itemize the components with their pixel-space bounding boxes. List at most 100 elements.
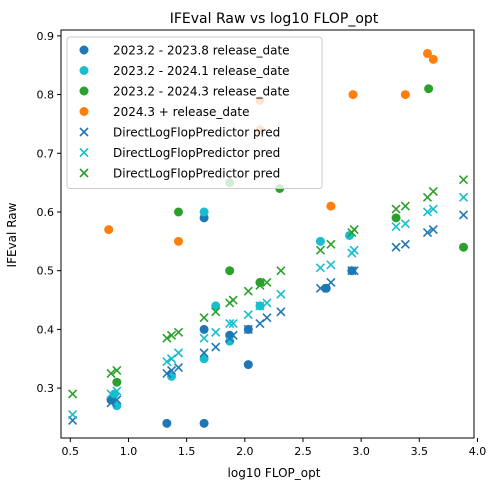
prediction-point bbox=[315, 283, 325, 293]
legend-marker bbox=[79, 147, 89, 158]
y-tick-label: 0.4 bbox=[37, 323, 55, 336]
legend-marker bbox=[79, 45, 89, 55]
series-5 bbox=[68, 192, 469, 420]
x-tick-label: 1.0 bbox=[120, 445, 138, 458]
x-tick-label: 3.0 bbox=[352, 445, 370, 458]
data-point bbox=[199, 354, 209, 364]
x-tick-label: 2.5 bbox=[294, 445, 312, 458]
legend-label: 2023.2 - 2023.8 release_date bbox=[113, 44, 290, 58]
legend-marker bbox=[79, 86, 89, 96]
data-point bbox=[199, 418, 209, 428]
prediction-point bbox=[326, 260, 336, 270]
series-1 bbox=[110, 207, 355, 411]
prediction-point bbox=[276, 266, 286, 276]
legend: 2023.2 - 2023.8 release_date 2023.2 - 202… bbox=[66, 36, 323, 189]
prediction-point bbox=[391, 204, 401, 214]
prediction-point bbox=[228, 330, 238, 340]
x-tick-label: 4.0 bbox=[469, 445, 487, 458]
y-axis-label: IFEval Raw bbox=[5, 202, 19, 267]
prediction-point bbox=[458, 175, 469, 185]
prediction-point bbox=[400, 219, 410, 229]
prediction-point bbox=[276, 289, 286, 299]
legend-marker bbox=[79, 107, 89, 116]
data-point bbox=[225, 336, 235, 346]
prediction-point bbox=[349, 266, 359, 276]
prediction-point bbox=[458, 210, 469, 220]
series-4 bbox=[68, 210, 469, 425]
x-tick-label: 0.5 bbox=[62, 445, 80, 458]
data-point bbox=[243, 360, 253, 370]
legend-marker bbox=[79, 168, 89, 178]
data-point bbox=[225, 266, 235, 276]
data-point bbox=[112, 377, 122, 387]
prediction-point bbox=[173, 362, 184, 373]
prediction-point bbox=[315, 263, 325, 273]
prediction-point bbox=[400, 201, 410, 211]
prediction-point bbox=[228, 318, 238, 329]
data-point bbox=[391, 213, 401, 223]
prediction-point bbox=[243, 286, 253, 296]
prediction-point bbox=[162, 357, 172, 367]
data-point bbox=[424, 84, 434, 94]
data-point bbox=[174, 207, 184, 217]
data-point bbox=[104, 225, 114, 235]
prediction-point bbox=[349, 245, 359, 255]
prediction-point bbox=[173, 327, 184, 337]
data-point bbox=[315, 236, 325, 246]
prediction-point bbox=[347, 266, 357, 276]
prediction-point bbox=[199, 333, 209, 343]
prediction-point bbox=[255, 301, 265, 311]
y-tick-label: 0.8 bbox=[37, 89, 55, 102]
prediction-point bbox=[199, 348, 209, 358]
prediction-point bbox=[68, 389, 78, 399]
data-point bbox=[112, 401, 122, 411]
y-tick-label: 0.3 bbox=[37, 382, 55, 395]
y-tick-label: 0.9 bbox=[37, 30, 55, 43]
prediction-point bbox=[162, 333, 172, 343]
axis-ticks: 0.5 1.0 1.5 2.0 2.5 3.0 3.5 4.0 0.3 0.4 0.5 0.6 0.7 0… bbox=[37, 30, 487, 458]
data-point bbox=[422, 48, 432, 58]
prediction-point bbox=[225, 318, 235, 329]
prediction-point bbox=[106, 398, 116, 408]
prediction-point bbox=[422, 227, 433, 238]
chart-title: IFEval Raw vs log10 FLOP_opt bbox=[170, 11, 379, 27]
data-point bbox=[348, 90, 358, 100]
prediction-point bbox=[428, 225, 438, 235]
prediction-point bbox=[400, 239, 410, 249]
prediction-point bbox=[199, 313, 209, 323]
prediction-point bbox=[276, 307, 286, 317]
data-point bbox=[400, 90, 410, 100]
legend-label: DirectLogFlopPredictor pred bbox=[113, 167, 280, 181]
prediction-point bbox=[166, 365, 177, 376]
prediction-point bbox=[428, 204, 438, 214]
prediction-point bbox=[422, 207, 433, 217]
legend-box bbox=[66, 36, 323, 189]
plot-frame bbox=[60, 29, 475, 439]
prediction-point bbox=[106, 368, 116, 378]
prediction-point bbox=[262, 298, 272, 308]
data-point bbox=[326, 201, 336, 211]
prediction-point bbox=[391, 242, 401, 252]
data-point bbox=[174, 236, 184, 246]
legend-label: 2023.2 - 2024.3 release_date bbox=[113, 85, 290, 99]
prediction-point bbox=[326, 277, 336, 287]
legend-label: DirectLogFlopPredictor pred bbox=[113, 146, 280, 160]
prediction-point bbox=[326, 239, 336, 249]
data-point bbox=[211, 301, 221, 311]
x-tick-label: 2.0 bbox=[236, 445, 254, 458]
prediction-point bbox=[391, 222, 401, 232]
y-tick-label: 0.6 bbox=[37, 206, 55, 219]
legend-marker bbox=[79, 66, 89, 75]
prediction-point bbox=[68, 409, 78, 420]
data-point bbox=[199, 207, 209, 217]
prediction-point bbox=[166, 330, 177, 340]
prediction-point bbox=[428, 186, 438, 197]
data-point bbox=[199, 324, 209, 334]
prediction-point bbox=[112, 386, 122, 396]
data-point bbox=[167, 371, 177, 381]
prediction-point bbox=[173, 348, 184, 358]
x-tick-label: 3.5 bbox=[411, 445, 429, 458]
prediction-point bbox=[255, 280, 265, 290]
